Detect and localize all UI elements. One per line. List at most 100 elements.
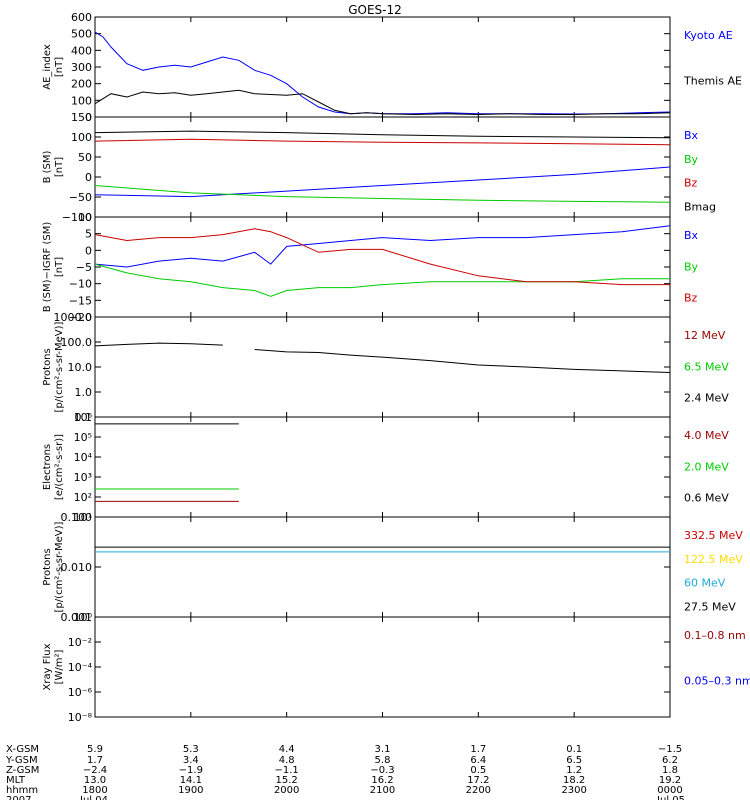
y-tick-label: 10⁴ — [74, 451, 93, 464]
y-tick-label: −5 — [76, 261, 92, 274]
panel-frame — [94, 516, 671, 618]
footer-cell: −0.3 — [370, 765, 394, 776]
footer-cell: 2000 — [274, 785, 299, 796]
legend-entry: Bz — [684, 292, 698, 305]
y-axis-label: AE_index[nT] — [42, 44, 65, 90]
legend-entry: 2.0 MeV — [684, 460, 729, 473]
panel-frame — [94, 216, 671, 318]
y-tick-label: 10² — [74, 491, 92, 504]
footer-cell: 5.3 — [183, 744, 199, 755]
y-tick-label: 0 — [85, 171, 92, 184]
series-line — [94, 138, 671, 146]
footer-cell: 6.2 — [662, 755, 678, 766]
panel-frame — [94, 616, 671, 718]
footer-cell: 18.2 — [563, 775, 585, 786]
series-line — [94, 225, 671, 268]
y-tick-label: 5 — [85, 228, 92, 241]
footer-cell: 5.8 — [375, 755, 391, 766]
legend-entry: Kyoto AE — [684, 29, 733, 42]
y-tick-label: 0.001 — [61, 611, 93, 624]
series-line — [94, 263, 670, 297]
legend-entry: 2.4 MeV — [684, 392, 729, 405]
legend-entry: 12 MeV — [684, 329, 726, 342]
y-axis-label: Protons[p/(cm²-s-sr-MeV)] — [42, 321, 65, 412]
footer-cell: 19.2 — [659, 775, 681, 786]
y-tick-label: 600 — [71, 11, 92, 24]
footer-cell: 2200 — [466, 785, 491, 796]
footer-cell: Jul 05 — [656, 795, 685, 800]
footer-cell: 2100 — [370, 785, 395, 796]
footer-cell: 1800 — [82, 785, 107, 796]
y-tick-label: 10³ — [74, 471, 92, 484]
y-tick-label: 10⁶ — [74, 411, 93, 424]
panel-frame — [94, 316, 671, 418]
y-axis-label: Xray Flux[W/m²] — [42, 643, 65, 690]
y-tick-label: 10⁵ — [74, 431, 92, 444]
series-line — [94, 185, 671, 203]
legend-entry: Bmag — [684, 200, 716, 213]
footer-cell: 13.0 — [84, 775, 106, 786]
footer-cell: 0.5 — [470, 765, 486, 776]
y-tick-label: 100 — [71, 94, 92, 107]
legend-entry: Themis AE — [683, 74, 742, 87]
legend-entry: Bx — [684, 129, 699, 142]
y-tick-label: −100 — [62, 211, 92, 224]
legend-entry: 0.1–0.8 nm — [684, 629, 746, 642]
y-tick-label: 10¹ — [74, 511, 92, 524]
panel-5: 10⁶ 10⁵ 10⁴ 10³ 10² 10¹ Electrons[e/(cm²-s-sr)… — [42, 411, 729, 524]
panel-frame — [94, 116, 671, 218]
legend-entry: 0.05–0.3 nm — [684, 674, 750, 687]
panel-7: 10⁰ 10⁻² 10⁻⁴ 10⁻⁶ 10⁻⁸ Xray Flux[W/m²] 0.1–0.… — [42, 611, 750, 724]
legend-entry: Bx — [684, 229, 699, 242]
footer-cell: 1.7 — [470, 744, 486, 755]
footer-row-label: hhmm — [6, 785, 38, 796]
y-tick-label: 300 — [71, 61, 92, 74]
panel-3: 10 5 0 −5 −10 −15 −20 B (SM)−IGRF (SM)[nT] Bx By B… — [42, 211, 699, 324]
y-tick-label: 10⁻⁶ — [68, 686, 93, 699]
series-line — [94, 130, 671, 139]
footer-cell: 1.7 — [87, 755, 103, 766]
legend-entry: By — [684, 260, 699, 273]
legend-entry: 4.0 MeV — [684, 429, 729, 442]
series-line — [94, 31, 671, 115]
footer-row-label: MLT — [6, 775, 26, 786]
y-tick-label: 10 — [78, 211, 92, 224]
legend-entry: By — [684, 153, 699, 166]
legend-entry: 27.5 MeV — [684, 600, 736, 613]
y-tick-label: 100 — [71, 131, 92, 144]
panel-6: 0.100 0.010 0.001Protons[p/(cm²-s-sr-MeV)]… — [42, 511, 743, 624]
y-tick-label: 10⁻⁴ — [68, 661, 93, 674]
y-tick-label: 10⁻⁸ — [68, 711, 93, 724]
footer-cell: −1.5 — [658, 744, 682, 755]
y-tick-label: 1.0 — [75, 386, 93, 399]
legend-entry: 122.5 MeV — [684, 553, 743, 566]
footer-cell: 0.1 — [566, 744, 582, 755]
y-tick-label: 400 — [71, 44, 92, 57]
footer-row-label: Z-GSM — [6, 765, 39, 776]
footer-table: X-GSMY-GSMZ-GSMMLThhmm20075.91.7−2.413.0… — [5, 744, 685, 800]
footer-cell: 14.1 — [180, 775, 202, 786]
y-tick-label: 1000.0 — [54, 311, 93, 324]
series-line — [95, 501, 670, 502]
y-tick-label: 50 — [78, 151, 92, 164]
series-line — [94, 89, 671, 116]
footer-cell: 0000 — [657, 785, 682, 796]
y-tick-label: 100.0 — [61, 336, 93, 349]
footer-cell: −1.9 — [179, 765, 203, 776]
y-axis-label: B (SM)[nT] — [42, 150, 65, 183]
footer-row-label: Y-GSM — [5, 755, 38, 766]
series-line — [94, 342, 671, 373]
legend-entry: Bz — [684, 177, 698, 190]
panel-frame — [94, 16, 671, 118]
footer-cell: 3.1 — [375, 744, 391, 755]
footer-cell: 5.9 — [87, 744, 103, 755]
y-tick-label: 0.1 — [75, 411, 93, 424]
footer-row-label: 2007 — [6, 795, 31, 800]
chart-title: GOES-12 — [348, 3, 402, 17]
legend-entry: 332.5 MeV — [684, 529, 743, 542]
footer-cell: 6.5 — [566, 755, 582, 766]
footer-cell: Jul 04 — [79, 795, 108, 800]
y-tick-label: −50 — [69, 191, 92, 204]
y-axis-label: B (SM)−IGRF (SM)[nT] — [42, 222, 65, 313]
